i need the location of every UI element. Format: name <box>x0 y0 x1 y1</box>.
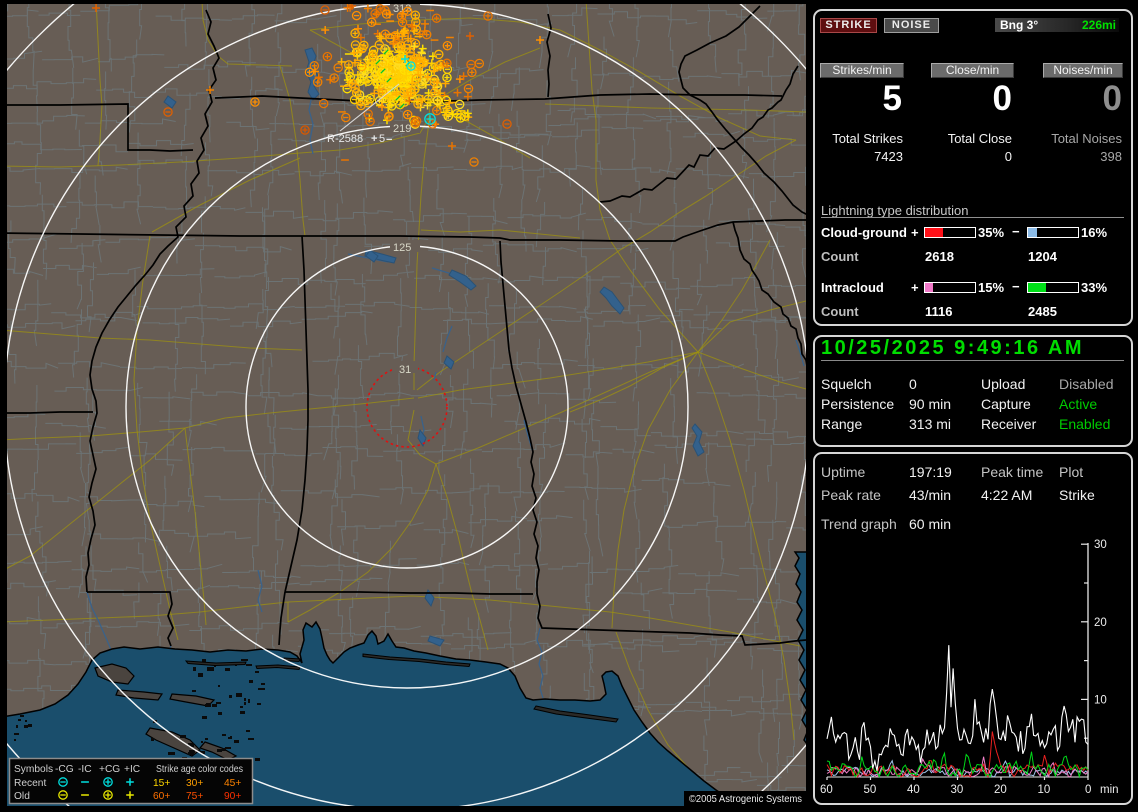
svg-text:-IC: -IC <box>78 764 92 775</box>
svg-text:+: + <box>371 133 377 145</box>
svg-text:Symbols: Symbols <box>14 764 53 775</box>
svg-text:50: 50 <box>864 784 877 796</box>
svg-text:+CG: +CG <box>99 764 120 775</box>
svg-text:20: 20 <box>1094 617 1107 629</box>
svg-text:0: 0 <box>1085 784 1091 796</box>
svg-text:10: 10 <box>1038 784 1051 796</box>
svg-text:60: 60 <box>820 784 833 796</box>
svg-text:15+: 15+ <box>153 778 170 789</box>
svg-text:219: 219 <box>393 123 411 135</box>
svg-text:30: 30 <box>1094 539 1107 551</box>
svg-text:min: min <box>1100 784 1119 796</box>
svg-text:31: 31 <box>399 364 411 376</box>
svg-text:−: − <box>386 134 392 146</box>
svg-text:125: 125 <box>393 242 411 254</box>
svg-text:313: 313 <box>393 4 411 15</box>
svg-text:Recent: Recent <box>14 778 46 789</box>
svg-text:-CG: -CG <box>55 764 74 775</box>
svg-text:©2005 Astrogenic Systems: ©2005 Astrogenic Systems <box>689 793 802 805</box>
svg-text:40: 40 <box>907 784 920 796</box>
svg-text:45+: 45+ <box>224 778 241 789</box>
svg-text:75+: 75+ <box>186 791 203 802</box>
svg-text:60+: 60+ <box>153 791 170 802</box>
svg-text:Old: Old <box>14 791 30 802</box>
svg-text:10: 10 <box>1094 694 1107 706</box>
svg-text:90+: 90+ <box>224 791 241 802</box>
svg-text:30: 30 <box>951 784 964 796</box>
svg-text:Strike age color codes: Strike age color codes <box>156 764 243 775</box>
svg-text:R-2588: R-2588 <box>327 133 363 145</box>
svg-text:+IC: +IC <box>124 764 140 775</box>
svg-text:5: 5 <box>379 133 385 145</box>
svg-text:20: 20 <box>994 784 1007 796</box>
svg-text:30+: 30+ <box>186 778 203 789</box>
